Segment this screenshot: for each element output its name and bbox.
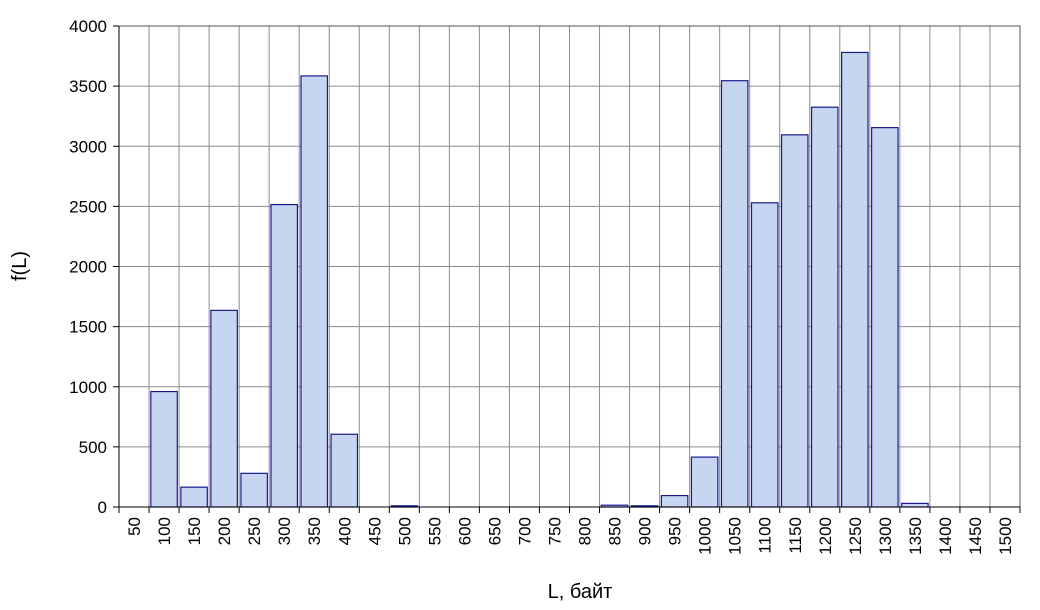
y-tick-label: 4000 <box>69 17 107 36</box>
x-tick-label: 1350 <box>906 517 925 555</box>
x-tick-label: 550 <box>425 517 444 545</box>
bar <box>150 390 178 508</box>
x-tick-label: 650 <box>485 517 504 545</box>
y-axis-label: f(L) <box>9 251 31 281</box>
x-tick-label: 1300 <box>876 517 895 555</box>
x-tick-label: 100 <box>155 517 174 545</box>
x-tick-label: 250 <box>245 517 264 545</box>
x-tick-label: 700 <box>515 517 534 545</box>
y-tick-label: 2000 <box>69 258 107 277</box>
x-tick-label: 950 <box>666 517 685 545</box>
bar <box>330 433 359 508</box>
bar <box>841 51 869 508</box>
y-tick-label: 2500 <box>69 197 107 216</box>
bar <box>210 309 238 508</box>
bar <box>901 502 929 508</box>
x-tick-label: 850 <box>606 517 625 545</box>
x-tick-label: 900 <box>636 517 655 545</box>
x-tick-label: 1150 <box>786 517 805 554</box>
bar <box>810 106 839 508</box>
x-tick-label: 350 <box>305 517 324 545</box>
bar <box>780 134 809 508</box>
x-tick-label: 150 <box>185 517 204 545</box>
x-tick-label: 1100 <box>756 517 775 554</box>
x-tick-label: 1250 <box>846 517 865 555</box>
bar <box>270 203 298 508</box>
x-tick-label: 1500 <box>996 517 1015 555</box>
x-tick-label: 200 <box>215 517 234 545</box>
x-tick-label: 1450 <box>966 517 985 555</box>
bar <box>750 202 779 508</box>
x-axis-label: L, байт <box>548 581 613 603</box>
x-tick-label: 750 <box>545 517 564 545</box>
x-tick-label: 1000 <box>696 517 715 555</box>
x-tick-label: 50 <box>125 517 144 536</box>
x-tick-label: 400 <box>335 517 354 545</box>
bar <box>871 127 899 508</box>
bar <box>690 456 719 508</box>
x-tick-label: 450 <box>365 517 384 545</box>
bar <box>180 486 208 508</box>
x-tick-label: 300 <box>275 517 294 545</box>
x-tick-label: 1200 <box>816 517 835 555</box>
x-tick-label: 1400 <box>936 517 955 555</box>
y-tick-label: 3000 <box>69 137 107 156</box>
y-tick-label: 1000 <box>69 378 107 397</box>
x-tick-label: 600 <box>455 517 474 545</box>
x-tick-label: 500 <box>395 517 414 545</box>
y-tick-label: 500 <box>79 438 107 457</box>
bar <box>300 75 329 508</box>
x-tick-label: 1050 <box>726 517 745 555</box>
bar <box>720 80 749 508</box>
y-tick-label: 0 <box>98 498 107 517</box>
bar <box>240 472 268 508</box>
bar <box>660 494 689 508</box>
x-tick-label: 800 <box>576 517 595 545</box>
y-tick-label: 3500 <box>69 77 107 96</box>
y-tick-label: 1500 <box>69 318 107 337</box>
